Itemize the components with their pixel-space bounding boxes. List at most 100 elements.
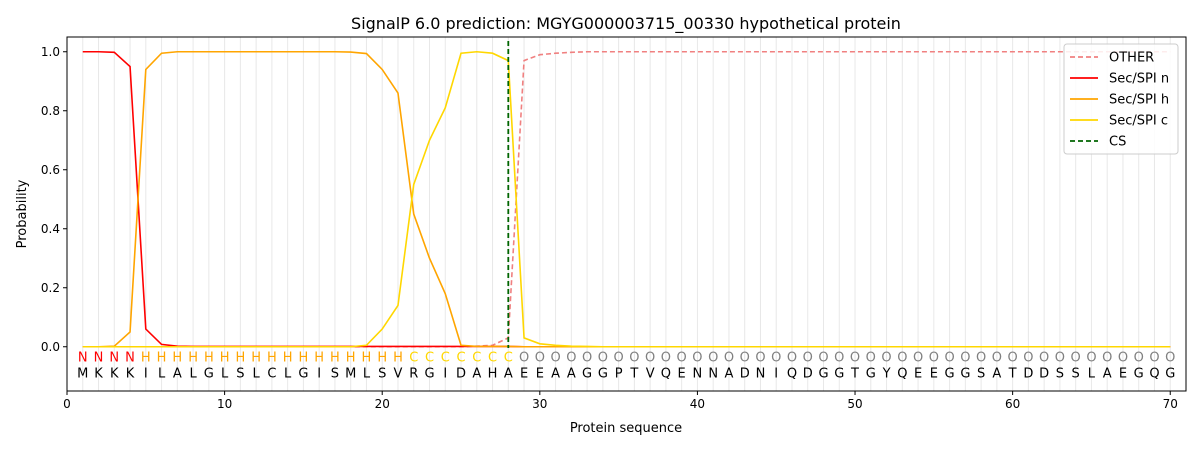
residue-letter: I bbox=[317, 367, 321, 382]
region-label: H bbox=[141, 351, 151, 366]
region-label: O bbox=[535, 351, 545, 366]
region-label: H bbox=[377, 351, 387, 366]
residue-letter: G bbox=[598, 367, 608, 382]
region-label: O bbox=[881, 351, 891, 366]
residue-letter: Q bbox=[661, 367, 671, 382]
residue-letter: G bbox=[1134, 367, 1144, 382]
residue-letter: S bbox=[977, 367, 985, 382]
region-label: O bbox=[1134, 351, 1144, 366]
legend: OTHER Sec/SPI n Sec/SPI h Sec/SPI c CS bbox=[1063, 43, 1179, 155]
region-label: O bbox=[1039, 351, 1049, 366]
residue-letter: A bbox=[551, 367, 560, 382]
residue-letter: M bbox=[345, 367, 356, 382]
residue-letter: S bbox=[331, 367, 339, 382]
region-label: O bbox=[1071, 351, 1081, 366]
residue-letter: N bbox=[708, 367, 718, 382]
region-label: H bbox=[251, 351, 261, 366]
region-label: O bbox=[677, 351, 687, 366]
residue-letter: E bbox=[536, 367, 544, 382]
y-axis-label: Probability bbox=[15, 179, 30, 248]
residue-letter: R bbox=[409, 367, 418, 382]
residue-letter: S bbox=[1072, 367, 1080, 382]
region-label: N bbox=[125, 351, 135, 366]
residue-letter: L bbox=[284, 367, 292, 382]
x-tick-label: 40 bbox=[690, 397, 705, 411]
residue-letter: S bbox=[236, 367, 244, 382]
region-label: O bbox=[944, 351, 954, 366]
residue-letter: G bbox=[1165, 367, 1175, 382]
residue-letter: V bbox=[646, 367, 655, 382]
residue-letter: E bbox=[520, 367, 528, 382]
region-label: O bbox=[740, 351, 750, 366]
region-label: O bbox=[818, 351, 828, 366]
residue-letter: A bbox=[567, 367, 576, 382]
region-label: O bbox=[661, 351, 671, 366]
residue-letter: G bbox=[582, 367, 592, 382]
residue-letter: S bbox=[1056, 367, 1064, 382]
region-label: H bbox=[157, 351, 167, 366]
series-sec-spi-n-line bbox=[82, 50, 1171, 348]
plot-frame bbox=[66, 36, 1187, 392]
residue-letter: I bbox=[443, 367, 447, 382]
region-label: H bbox=[204, 351, 214, 366]
legend-label-other: OTHER bbox=[1109, 51, 1154, 66]
region-label: O bbox=[755, 351, 765, 366]
region-label: C bbox=[409, 351, 418, 366]
legend-box bbox=[1063, 43, 1179, 155]
residue-letter: I bbox=[144, 367, 148, 382]
residue-letter: Q bbox=[787, 367, 797, 382]
region-label: O bbox=[629, 351, 639, 366]
residue-letter: M bbox=[77, 367, 88, 382]
residue-letter: D bbox=[740, 367, 750, 382]
residue-letter: G bbox=[945, 367, 955, 382]
residue-letter: G bbox=[298, 367, 308, 382]
region-label: O bbox=[913, 351, 923, 366]
series-sec-spi-h-line bbox=[82, 50, 1171, 348]
residue-letter: G bbox=[424, 367, 434, 382]
residue-letter: A bbox=[472, 367, 481, 382]
region-label: O bbox=[803, 351, 813, 366]
region-label: C bbox=[456, 351, 465, 366]
series-sec-spi-c-line bbox=[82, 50, 1171, 348]
region-label: O bbox=[866, 351, 876, 366]
residue-letter: G bbox=[834, 367, 844, 382]
residue-letter: T bbox=[629, 367, 638, 382]
residue-letter: K bbox=[110, 367, 119, 382]
residue-letter: K bbox=[94, 367, 103, 382]
x-tick-label: 0 bbox=[63, 397, 71, 411]
region-label: H bbox=[393, 351, 403, 366]
region-label: N bbox=[94, 351, 104, 366]
region-label: C bbox=[504, 351, 513, 366]
residue-letter: L bbox=[363, 367, 371, 382]
region-label: H bbox=[346, 351, 356, 366]
x-tick-label: 70 bbox=[1163, 397, 1178, 411]
region-label: O bbox=[960, 351, 970, 366]
residue-letter: A bbox=[173, 367, 182, 382]
region-label: O bbox=[582, 351, 592, 366]
y-tick-label: 0.6 bbox=[41, 163, 60, 177]
region-label: H bbox=[299, 351, 309, 366]
x-tick-label: 60 bbox=[1005, 397, 1020, 411]
residue-letter: D bbox=[1023, 367, 1033, 382]
region-label: O bbox=[566, 351, 576, 366]
region-label: O bbox=[1023, 351, 1033, 366]
residue-letter: L bbox=[221, 367, 229, 382]
region-label: H bbox=[188, 351, 198, 366]
residue-letter: A bbox=[992, 367, 1001, 382]
residue-letter: D bbox=[1039, 367, 1049, 382]
region-label: O bbox=[1008, 351, 1018, 366]
residue-letter: E bbox=[1119, 367, 1127, 382]
region-label: O bbox=[692, 351, 702, 366]
residue-letter: S bbox=[378, 367, 386, 382]
residue-letter: A bbox=[724, 367, 733, 382]
y-tick-label: 0.2 bbox=[41, 281, 60, 295]
region-label: H bbox=[314, 351, 324, 366]
axes: 0 10 20 30 40 50 60 70 0.0 0.2 0.4 0.6 0.8 1.0 bbox=[41, 45, 1178, 411]
y-tick-label: 0.4 bbox=[41, 222, 60, 236]
residue-letter: L bbox=[158, 367, 166, 382]
region-label: O bbox=[1102, 351, 1112, 366]
residue-letter: L bbox=[1088, 367, 1096, 382]
residue-letter: L bbox=[253, 367, 261, 382]
